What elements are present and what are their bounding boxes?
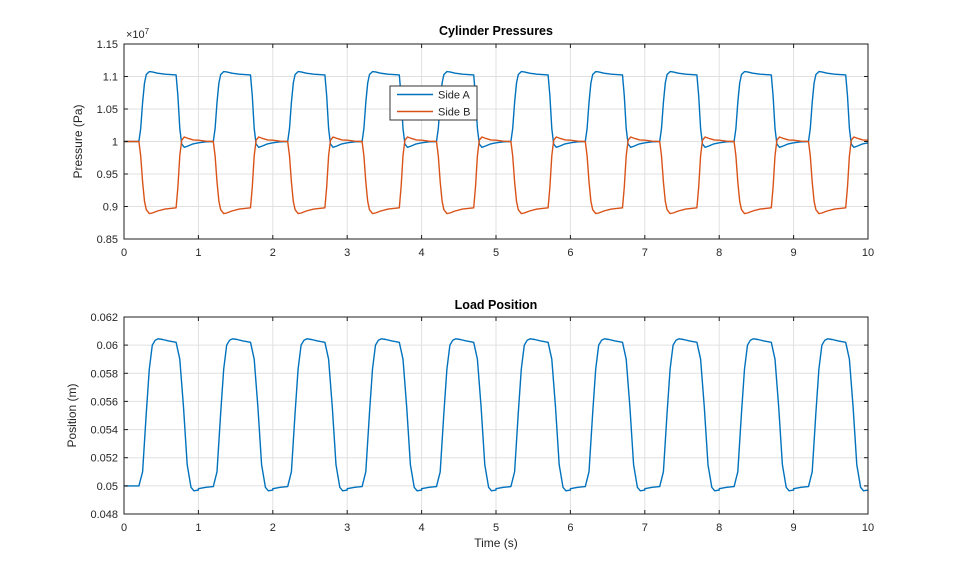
y-tick-label: 0.05 [97, 481, 118, 493]
y-axis-label: Position (m) [65, 383, 79, 447]
series-position [124, 338, 869, 492]
x-tick-label: 2 [270, 522, 276, 534]
y-tick-label: 0.06 [97, 340, 118, 352]
y-axis-label: Pressure (Pa) [71, 104, 85, 178]
y-tick-label: 0.95 [97, 169, 118, 181]
x-tick-label: 9 [791, 247, 797, 259]
x-tick-label: 4 [419, 522, 425, 534]
y-tick-label: 0.058 [90, 368, 118, 380]
y-tick-label: 0.056 [90, 396, 118, 408]
x-tick-label: 7 [642, 522, 648, 534]
x-tick-label: 2 [270, 247, 276, 259]
legend-entry-label: Side B [438, 107, 470, 119]
cylinder-pressures-chart: 0 1 2 3 4 5 6 7 8 9 10 0.85 0.9 0.95 1 1.05 1.1 1.15 ×107 C… [71, 24, 874, 259]
x-tick-label: 10 [862, 522, 874, 534]
chart-title: Cylinder Pressures [439, 24, 553, 38]
x-tick-label: 10 [862, 247, 874, 259]
y-tick-label: 0.85 [97, 234, 118, 246]
x-tick-label: 6 [567, 247, 573, 259]
y-axis-exponent: ×107 [126, 27, 150, 41]
y-tick-label: 0.9 [103, 202, 118, 214]
y-tick-label: 0.062 [90, 312, 118, 324]
x-tick-label: 5 [493, 247, 499, 259]
chart-title: Load Position [455, 298, 538, 312]
x-tick-label: 9 [791, 522, 797, 534]
y-tick-label: 1.1 [103, 72, 118, 84]
x-tick-label: 0 [121, 522, 127, 534]
cylinder-pressures-plot: 0 1 2 3 4 5 6 7 8 9 10 0.85 0.9 0.95 1 1.05 1.1 1.15 ×107 C… [71, 24, 874, 259]
x-tick-label: 1 [195, 522, 201, 534]
y-tick-label: 0.054 [90, 425, 118, 437]
load-position-plot: 0 1 2 3 4 5 6 7 8 9 10 0.048 0.05 0.052 0.054 0.056 0.05… [65, 298, 874, 550]
x-tick-label: 0 [121, 247, 127, 259]
x-tick-label: 7 [642, 247, 648, 259]
x-tick-label: 8 [716, 522, 722, 534]
y-tick-label: 1.15 [97, 39, 118, 51]
x-tick-label: 6 [567, 522, 573, 534]
series-side-b [124, 136, 869, 215]
x-tick-label: 8 [716, 247, 722, 259]
x-tick-label: 1 [195, 247, 201, 259]
x-tick-label: 3 [344, 247, 350, 259]
load-position-chart: 0 1 2 3 4 5 6 7 8 9 10 0.048 0.05 0.052 0.054 0.056 0.05… [0, 289, 959, 577]
legend: Side A Side B [389, 85, 478, 121]
y-tick-label: 0.052 [90, 453, 118, 465]
x-tick-label: 5 [493, 522, 499, 534]
y-tick-label: 1.05 [97, 104, 118, 116]
legend-entry-label: Side A [438, 90, 470, 102]
y-tick-label: 1 [112, 137, 118, 149]
x-axis-label: Time (s) [474, 536, 518, 550]
x-tick-label: 4 [419, 247, 425, 259]
series-side-a [124, 70, 869, 149]
x-tick-label: 3 [344, 522, 350, 534]
y-tick-label: 0.048 [90, 509, 118, 521]
